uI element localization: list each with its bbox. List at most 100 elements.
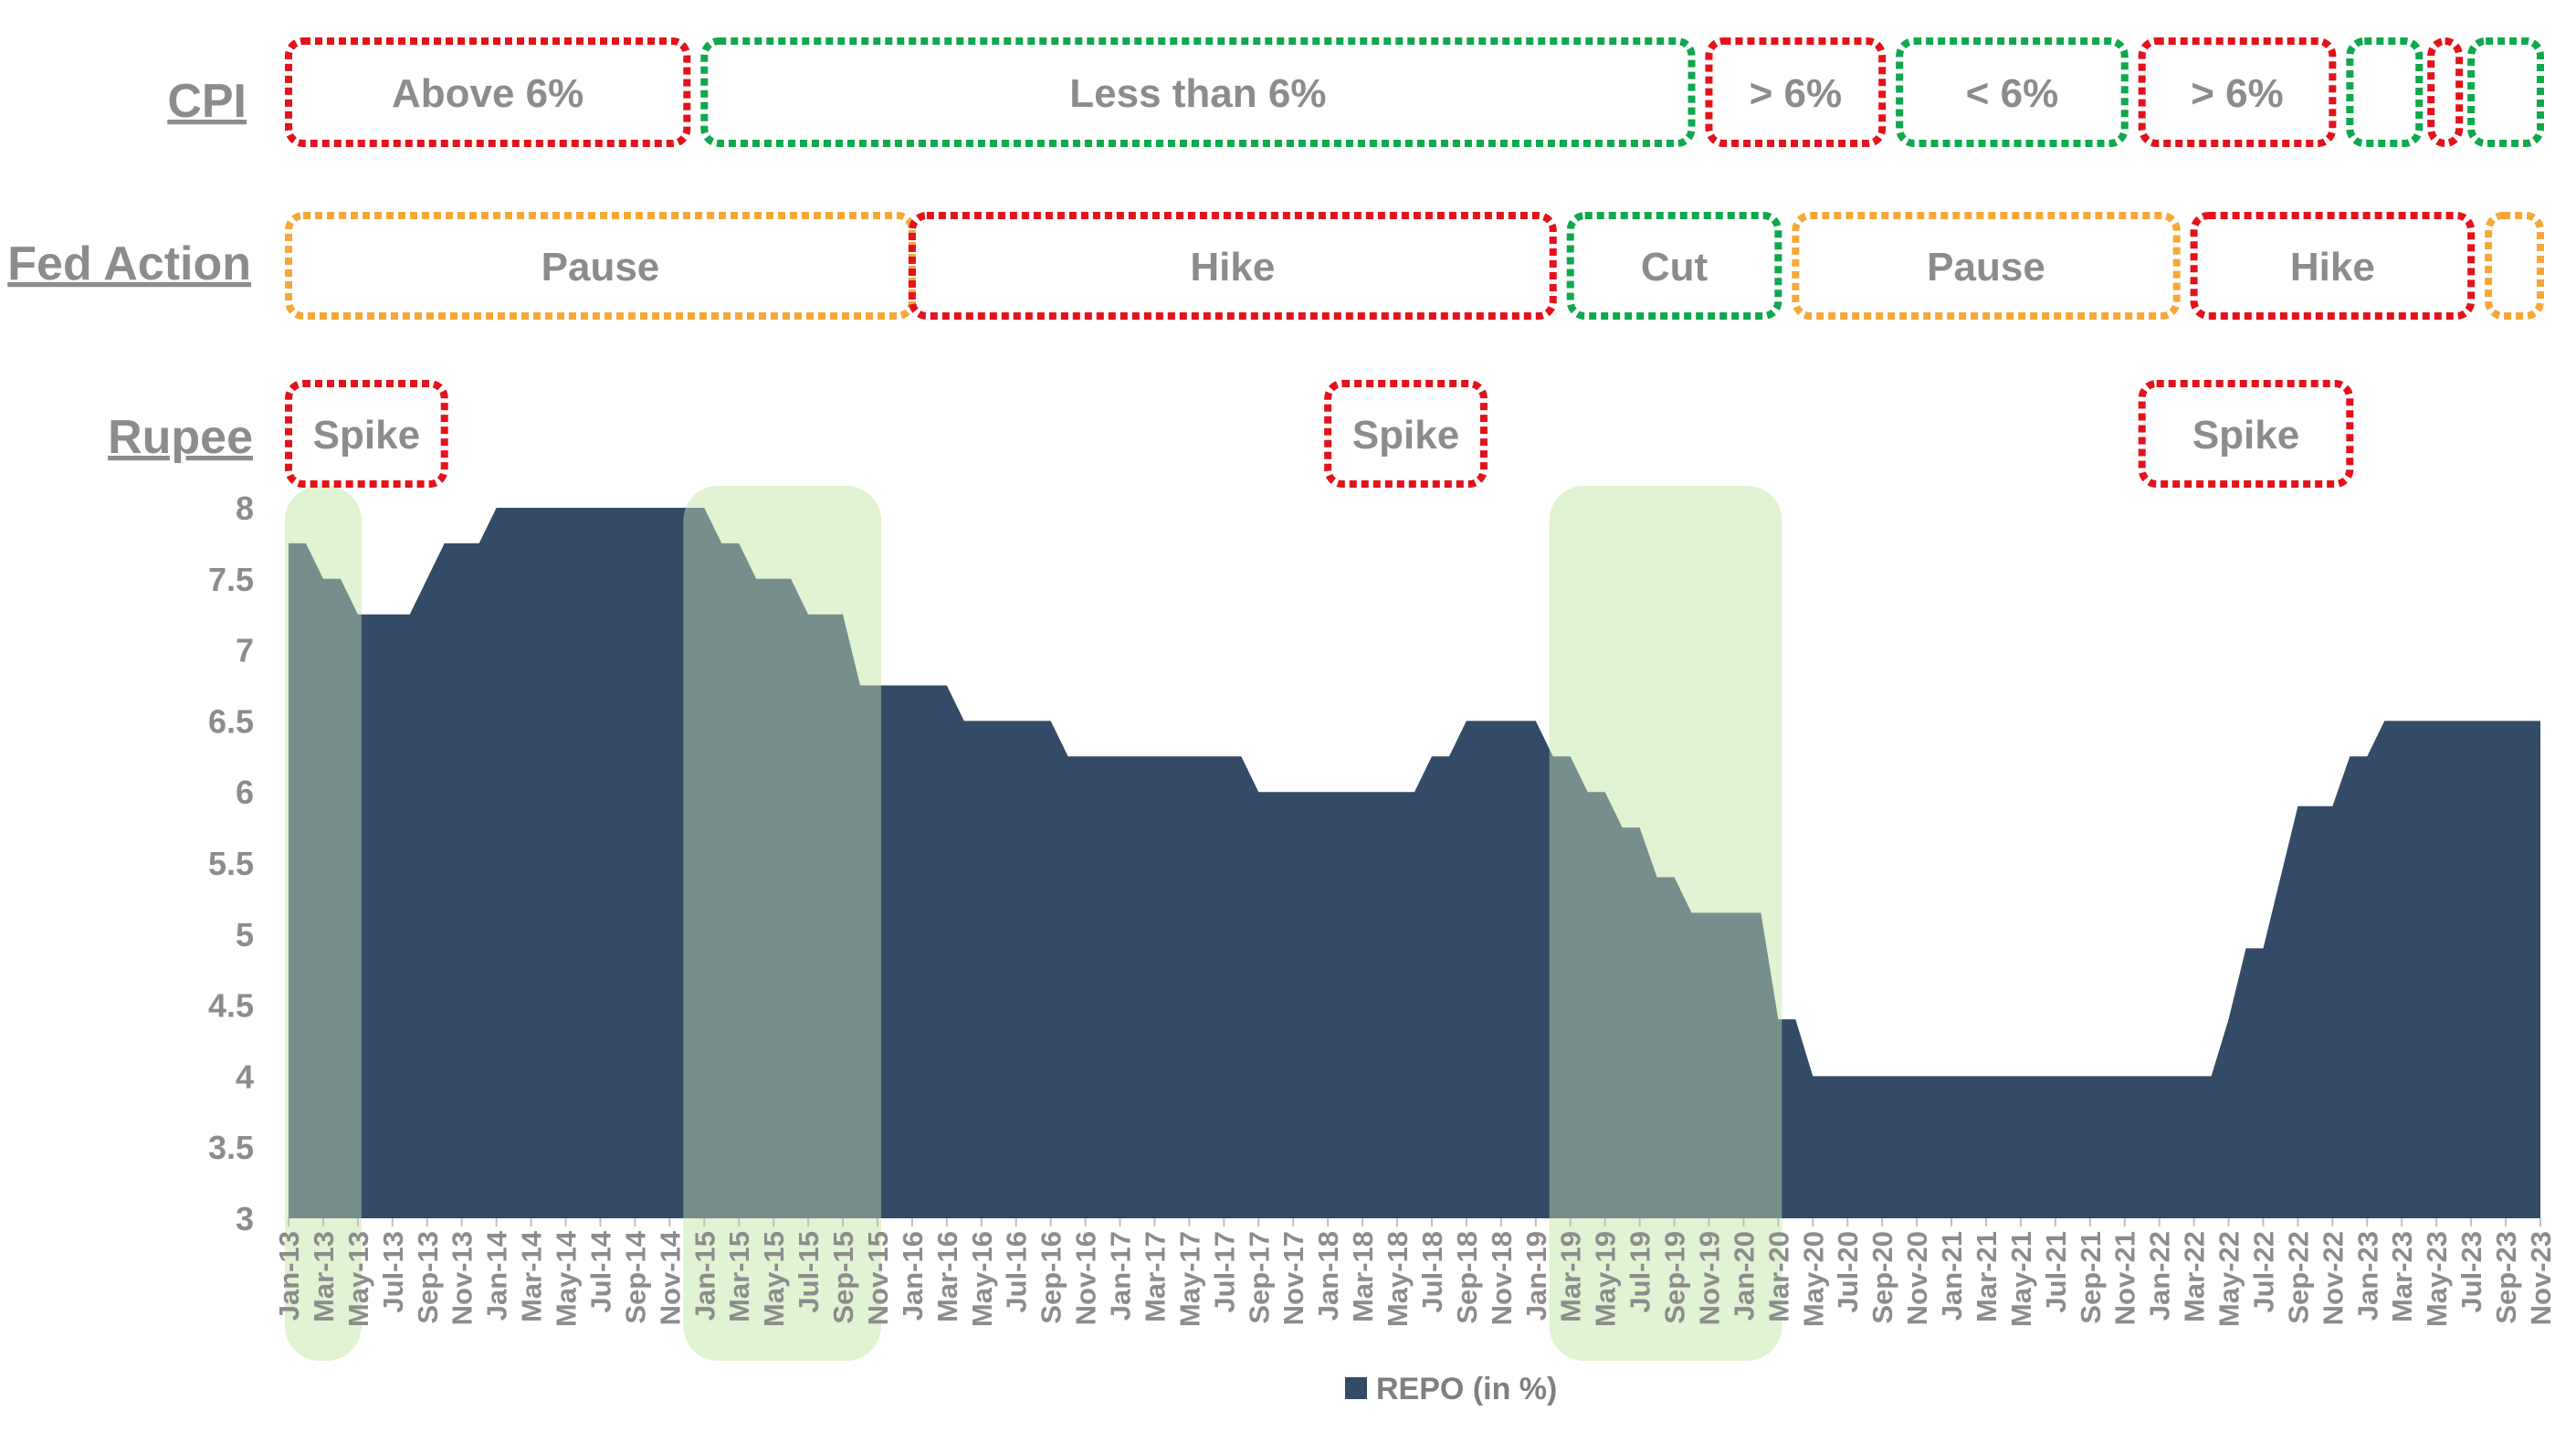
x-tick-label: Nov-13 [447,1231,478,1325]
x-tick-label: Jul-23 [2455,1231,2487,1313]
x-tick-label: May-20 [1797,1231,1829,1327]
x-tick-label: Sep-17 [1243,1231,1275,1324]
x-tick-label: Sep-23 [2490,1231,2522,1324]
rupee-segment-label-2: Spike [1352,413,1459,458]
highlight-overlay-layer [285,486,1782,1361]
cpi-segment-box-7 [2427,37,2464,147]
x-tick-label: Mar-19 [1555,1231,1587,1322]
x-tick-label: May-23 [2421,1231,2453,1327]
cpi-segment-box-5 [2138,37,2337,147]
x-tick-label: Sep-14 [619,1230,651,1323]
x-tick-label: Mar-23 [2386,1231,2418,1322]
x-tick-label: Nov-22 [2317,1231,2349,1325]
row-label-rupee: Rupee [108,411,253,464]
cpi-segment-box-6 [2346,37,2424,147]
fed-segment-box-3 [1566,212,1782,320]
cpi-segments: Above 6% Less than 6% > 6% < 6% > 6% [285,37,2544,147]
x-tick-label: Jul-13 [377,1231,409,1313]
x-tick-label: Jan-21 [1936,1231,1968,1321]
x-tick-label: Jan-23 [2351,1231,2383,1321]
fed-segment-label-3: Cut [1641,245,1709,290]
cpi-segment-label-5: > 6% [2191,71,2284,116]
rupee-segment-label-3: Spike [2192,413,2299,458]
x-tick-label: Mar-17 [1139,1231,1171,1322]
x-tick-label: Jan-19 [1520,1231,1552,1321]
fed-segment-box-2 [908,212,1557,320]
legend-swatch [1345,1377,1367,1399]
x-tick-label: May-13 [342,1231,374,1327]
x-tick-label: Jan-18 [1312,1231,1344,1321]
y-tick-label: 3.5 [208,1129,254,1166]
x-tick-label: Mar-16 [931,1231,963,1322]
y-tick-label: 7.5 [208,561,254,598]
fed-segment-box-5 [2190,212,2476,320]
x-tick-label: Nov-16 [1070,1231,1102,1325]
fed-action-segments: Pause Hike Cut Pause Hike [285,212,2544,320]
cpi-segment-box-1 [285,37,691,147]
repo-area [289,508,2540,1218]
fed-segment-box-1 [285,212,916,320]
cpi-segment-label-2: Less than 6% [1069,71,1326,116]
x-tick-label: Jul-20 [1832,1231,1864,1313]
repo-area-layer [289,508,2540,1218]
x-tick-label: Jul-16 [1001,1231,1033,1313]
legend-label: REPO (in %) [1376,1372,1557,1406]
x-tick-label: Sep-21 [2075,1231,2107,1324]
cpi-segment-label-1: Above 6% [392,71,584,116]
x-tick-label: Jul-22 [2247,1231,2279,1313]
x-tick-label: Nov-18 [1486,1231,1518,1325]
x-tick-label: Jan-14 [481,1230,513,1321]
x-tick-label: Jul-21 [2040,1231,2072,1313]
x-tick-label: Mar-13 [308,1231,340,1322]
x-tick-label: Mar-14 [516,1230,548,1322]
legend: REPO (in %) [1345,1372,1557,1406]
rupee-segment-label-1: Spike [313,413,420,458]
fed-segment-box-6 [2485,212,2544,320]
highlight-overlay-3 [1549,486,1782,1361]
x-tick-label: May-15 [758,1231,790,1327]
cpi-segment-box-8 [2467,37,2544,147]
x-tick-label: Mar-18 [1347,1231,1379,1322]
y-tick-label: 5.5 [208,845,254,882]
x-tick-label: Sep-20 [1866,1231,1898,1324]
fed-segment-box-4 [1792,212,2181,320]
x-tick-label: Sep-18 [1451,1231,1483,1324]
row-label-fed-action: Fed Action [7,237,251,290]
cpi-segment-label-4: < 6% [1966,71,2059,116]
x-tick-label: Mar-15 [723,1231,755,1322]
x-tick-label: Sep-16 [1036,1231,1067,1324]
fed-segment-label-5: Hike [2290,245,2375,290]
y-tick-label: 6.5 [208,702,254,740]
x-tick-label: May-14 [551,1230,583,1327]
y-tick-label: 4 [236,1058,254,1095]
x-tick-label: Sep-19 [1659,1231,1691,1324]
x-tick-label: May-17 [1173,1231,1205,1327]
y-tick-label: 7 [236,632,254,669]
cpi-segment-label-3: > 6% [1750,71,1843,116]
x-tick-label: Jul-19 [1624,1231,1656,1313]
x-tick-label: Sep-22 [2282,1231,2314,1324]
y-tick-label: 6 [236,774,254,811]
row-label-cpi: CPI [167,75,247,128]
x-tick-label: Mar-20 [1762,1231,1794,1322]
row-labels: CPI Fed Action Rupee [7,75,253,464]
x-tick-label: Nov-21 [2109,1231,2141,1325]
rupee-segment-box-3 [2138,380,2354,488]
x-tick-label: Jul-17 [1208,1231,1240,1313]
x-tick-label: Nov-15 [862,1231,894,1325]
y-tick-label: 3 [236,1200,254,1237]
x-tick-label: May-19 [1590,1231,1622,1327]
x-tick-label: Nov-23 [2525,1231,2557,1325]
x-tick-label: Jan-15 [689,1231,720,1321]
x-tick-label: Jan-17 [1105,1231,1137,1321]
x-tick-label: Nov-20 [1901,1231,1933,1325]
cpi-segment-box-4 [1896,37,2129,147]
x-tick-label: Jul-14 [584,1230,616,1312]
x-tick-label: May-22 [2213,1231,2245,1327]
x-tick-label: Sep-15 [827,1231,859,1324]
x-tick-label: May-16 [966,1231,998,1327]
x-tick-label: Jan-16 [897,1231,929,1321]
x-tick-label: Sep-13 [412,1231,444,1324]
x-tick-label: Jan-22 [2144,1231,2176,1321]
